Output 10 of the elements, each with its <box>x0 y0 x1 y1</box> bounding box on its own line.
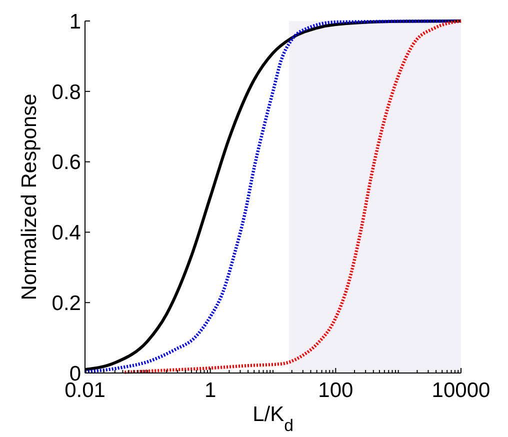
y-tick-label: 0.2 <box>52 292 81 315</box>
y-tick-label: 0.8 <box>52 80 81 104</box>
y-tick-label: 0.6 <box>52 151 81 174</box>
y-tick-label: 1 <box>69 10 81 34</box>
x-tick-label: 100 <box>318 379 354 402</box>
x-tick-label: 10000 <box>432 379 490 402</box>
y-axis-title: Normalized Response <box>18 94 41 300</box>
x-axis-title: L/K$_{d}$ <box>252 403 294 434</box>
x-tick-label: 1 <box>204 379 216 402</box>
y-tick-label: 0.4 <box>52 222 82 245</box>
